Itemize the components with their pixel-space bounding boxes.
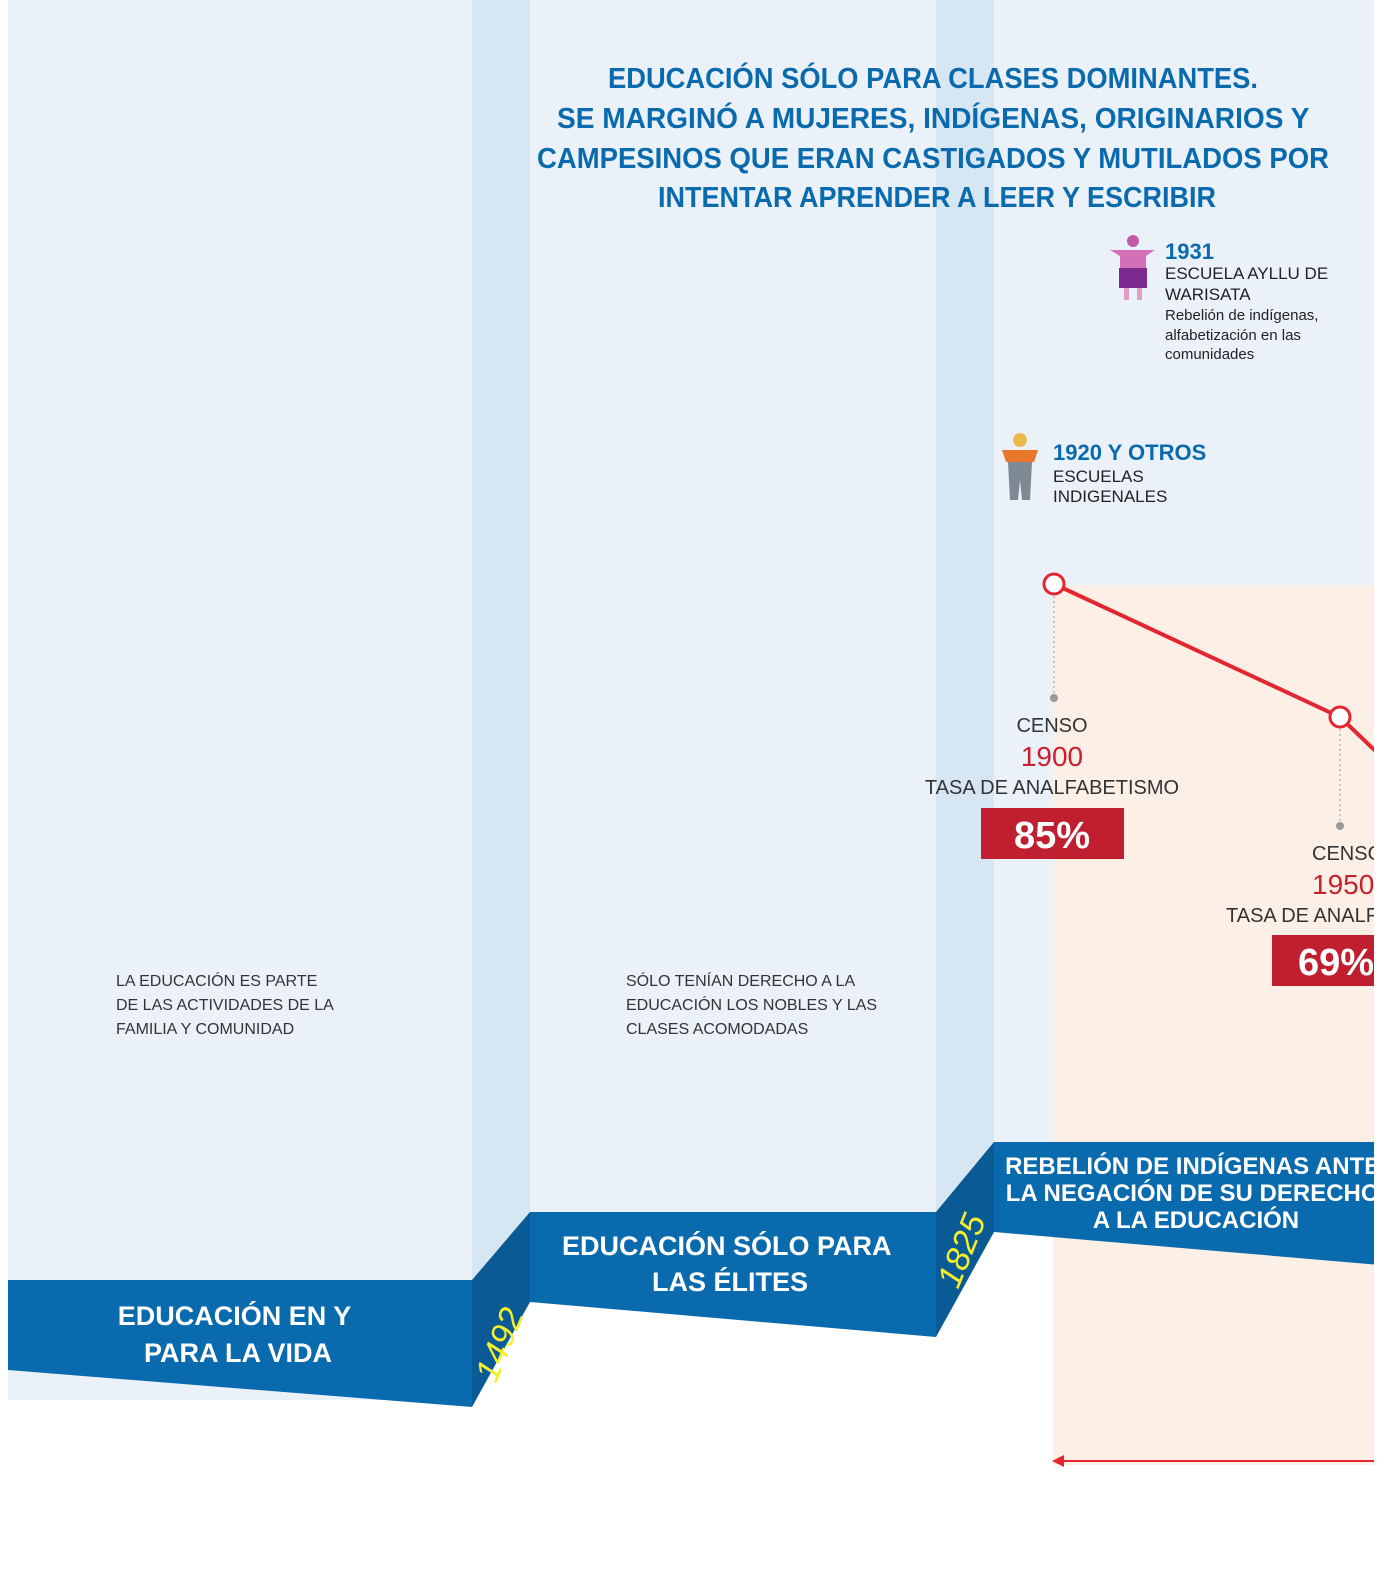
leader-dot xyxy=(1050,694,1058,702)
event-year: 1931 xyxy=(1165,239,1214,264)
event-description-line: alfabetización en las xyxy=(1165,327,1301,344)
label-line: LA NEGACIÓN DE SU DERECHO xyxy=(1006,1179,1380,1207)
description-line: LA EDUCACIÓN ES PARTE xyxy=(116,971,317,990)
event-title-line: ESCUELAS xyxy=(1053,467,1144,486)
infographic: EDUCACIÓN SÓLO PARA CLASES DOMINANTES. S… xyxy=(0,0,1392,1588)
event-description-line: Rebelión de indígenas, xyxy=(1165,307,1318,324)
census-metric: TASA DE ANALFABETISMO xyxy=(925,777,1179,799)
census-year: 1950 xyxy=(1312,869,1374,900)
description-line: FAMILIA Y COMUNIDAD xyxy=(116,1021,294,1038)
census-label: CENSO xyxy=(1312,843,1383,865)
label-line: A LA EDUCACIÓN xyxy=(1093,1206,1299,1234)
label-line: PARA LA VIDA xyxy=(144,1338,332,1368)
label-line: EDUCACIÓN EN Y xyxy=(118,1300,352,1331)
description-line: EDUCACIÓN LOS NOBLES Y LAS xyxy=(626,995,877,1014)
census-year: 1900 xyxy=(1021,741,1083,772)
census-rate: 85% xyxy=(1014,815,1090,857)
title-line: CAMPESINOS QUE ERAN CASTIGADOS Y MUTILAD… xyxy=(537,143,1329,175)
description-line: DE LAS ACTIVIDADES DE LA xyxy=(116,997,334,1014)
census-point xyxy=(1330,707,1350,727)
event-year: 1920 Y OTROS xyxy=(1053,440,1206,465)
label-line: REBELIÓN DE INDÍGENAS ANTE xyxy=(1005,1152,1380,1180)
description-line: CLASES ACOMODADAS xyxy=(626,1021,808,1038)
leader-dot xyxy=(1336,822,1344,830)
census-label: CENSO xyxy=(1016,715,1087,737)
label-line: EDUCACIÓN SÓLO PARA xyxy=(562,1230,891,1261)
title-line: SE MARGINÓ A MUJERES, INDÍGENAS, ORIGINA… xyxy=(557,101,1309,135)
event-title-line: INDIGENALES xyxy=(1053,487,1167,506)
page: EDUCACIÓN SÓLO PARA CLASES DOMINANTES. S… xyxy=(0,0,1392,1588)
label-line: LAS ÉLITES xyxy=(652,1266,808,1297)
event-title-line: ESCUELA AYLLU DE xyxy=(1165,264,1328,283)
census-metric: TASA DE ANALFABETISMO xyxy=(1226,905,1392,927)
description-line: SÓLO TENÍAN DERECHO A LA xyxy=(626,971,855,990)
event-description-line: comunidades xyxy=(1165,346,1254,363)
title-line: EDUCACIÓN SÓLO PARA CLASES DOMINANTES. xyxy=(608,61,1258,95)
event-title-line: WARISATA xyxy=(1165,285,1251,304)
census-point xyxy=(1044,574,1064,594)
fold xyxy=(472,0,530,1300)
census-rate: 69% xyxy=(1298,942,1374,984)
content: EDUCACIÓN SÓLO PARA CLASES DOMINANTES. S… xyxy=(8,0,1392,1467)
title-line: INTENTAR APRENDER A LEER Y ESCRIBIR xyxy=(658,182,1216,214)
panel xyxy=(8,0,472,1400)
